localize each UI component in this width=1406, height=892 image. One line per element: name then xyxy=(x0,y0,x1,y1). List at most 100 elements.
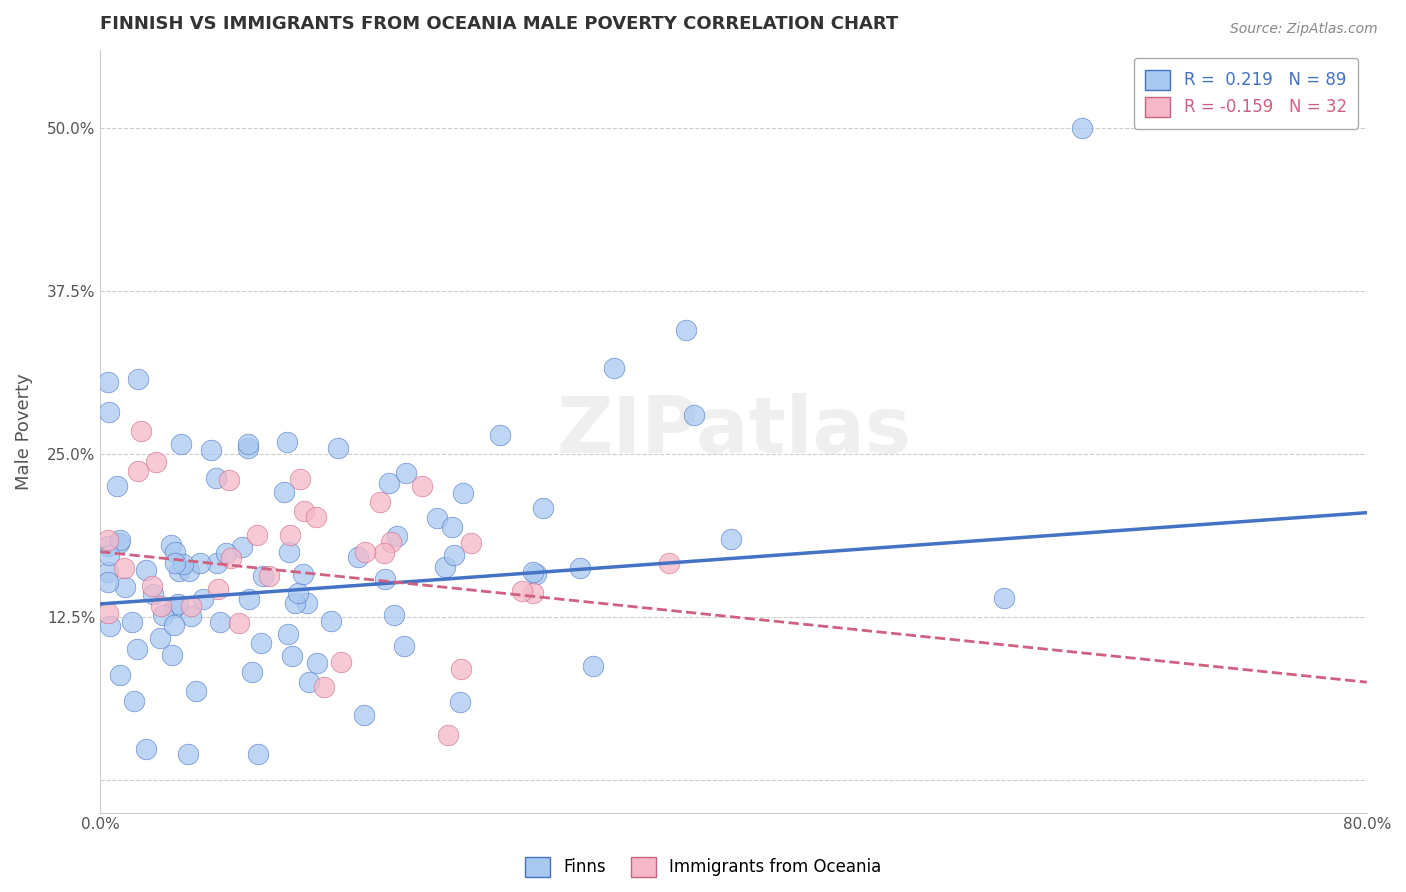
Point xyxy=(110,668,132,682)
Point xyxy=(231,540,253,554)
Point xyxy=(97,574,120,589)
Point xyxy=(152,608,174,623)
Point xyxy=(160,538,183,552)
Point xyxy=(273,484,295,499)
Point xyxy=(330,655,353,669)
Point xyxy=(177,747,200,761)
Legend: R =  0.219   N = 89, R = -0.159   N = 32: R = 0.219 N = 89, R = -0.159 N = 32 xyxy=(1133,58,1358,128)
Point xyxy=(207,582,229,597)
Point xyxy=(108,536,131,550)
Point xyxy=(127,465,149,479)
Point xyxy=(683,408,706,422)
Point xyxy=(426,510,449,524)
Point xyxy=(278,528,301,542)
Point xyxy=(443,548,465,562)
Point xyxy=(163,617,186,632)
Point xyxy=(169,564,191,578)
Point xyxy=(378,476,401,491)
Point xyxy=(97,548,120,562)
Point xyxy=(180,608,202,623)
Point xyxy=(441,520,464,534)
Point xyxy=(250,635,273,649)
Point xyxy=(209,615,232,629)
Point xyxy=(200,442,222,457)
Point xyxy=(188,557,211,571)
Point xyxy=(1070,121,1092,136)
Point xyxy=(280,649,302,664)
Point xyxy=(129,424,152,438)
Text: FINNISH VS IMMIGRANTS FROM OCEANIA MALE POVERTY CORRELATION CHART: FINNISH VS IMMIGRANTS FROM OCEANIA MALE … xyxy=(100,15,898,33)
Point xyxy=(287,586,309,600)
Point xyxy=(218,473,240,487)
Point xyxy=(277,627,299,641)
Point xyxy=(191,592,214,607)
Point xyxy=(411,478,433,492)
Point xyxy=(675,323,697,337)
Point xyxy=(236,442,259,456)
Point xyxy=(112,561,135,575)
Point xyxy=(149,599,172,614)
Point xyxy=(374,572,396,586)
Point xyxy=(204,471,226,485)
Point xyxy=(328,441,350,455)
Point xyxy=(167,598,190,612)
Point xyxy=(219,551,242,566)
Point xyxy=(433,559,456,574)
Point xyxy=(380,535,402,549)
Point xyxy=(569,561,592,575)
Point xyxy=(347,549,370,564)
Point xyxy=(489,428,512,442)
Point xyxy=(353,545,375,559)
Point xyxy=(163,600,186,615)
Point xyxy=(276,434,298,449)
Point xyxy=(122,694,145,708)
Point xyxy=(305,509,328,524)
Point xyxy=(180,599,202,614)
Point xyxy=(98,404,121,418)
Point xyxy=(450,662,472,676)
Point xyxy=(97,533,120,547)
Text: ZIPatlas: ZIPatlas xyxy=(555,393,911,469)
Point xyxy=(368,495,391,509)
Point xyxy=(993,591,1015,606)
Point xyxy=(97,565,120,579)
Point xyxy=(453,486,475,500)
Point xyxy=(105,479,128,493)
Point xyxy=(522,586,544,600)
Point xyxy=(437,728,460,742)
Point xyxy=(291,566,314,581)
Point xyxy=(228,616,250,631)
Point xyxy=(305,656,328,670)
Point xyxy=(395,467,418,481)
Point xyxy=(162,648,184,662)
Point xyxy=(297,674,319,689)
Point xyxy=(257,569,280,583)
Point xyxy=(720,532,742,546)
Point xyxy=(238,437,260,451)
Point xyxy=(215,546,238,560)
Point xyxy=(582,659,605,673)
Point xyxy=(658,557,681,571)
Point xyxy=(460,535,482,549)
Point xyxy=(603,361,626,376)
Point xyxy=(114,580,136,594)
Point xyxy=(98,619,121,633)
Point xyxy=(312,680,335,694)
Text: Source: ZipAtlas.com: Source: ZipAtlas.com xyxy=(1230,22,1378,37)
Legend: Finns, Immigrants from Oceania: Finns, Immigrants from Oceania xyxy=(517,850,889,884)
Y-axis label: Male Poverty: Male Poverty xyxy=(15,373,32,490)
Point xyxy=(170,437,193,451)
Point xyxy=(121,615,143,629)
Point xyxy=(384,607,406,622)
Point xyxy=(97,607,120,621)
Point xyxy=(186,684,208,698)
Point xyxy=(449,695,471,709)
Point xyxy=(373,546,395,560)
Point xyxy=(392,639,415,653)
Point xyxy=(149,632,172,646)
Point xyxy=(145,455,167,469)
Point xyxy=(97,376,120,390)
Point xyxy=(141,579,163,593)
Point xyxy=(142,587,165,601)
Point xyxy=(135,741,157,756)
